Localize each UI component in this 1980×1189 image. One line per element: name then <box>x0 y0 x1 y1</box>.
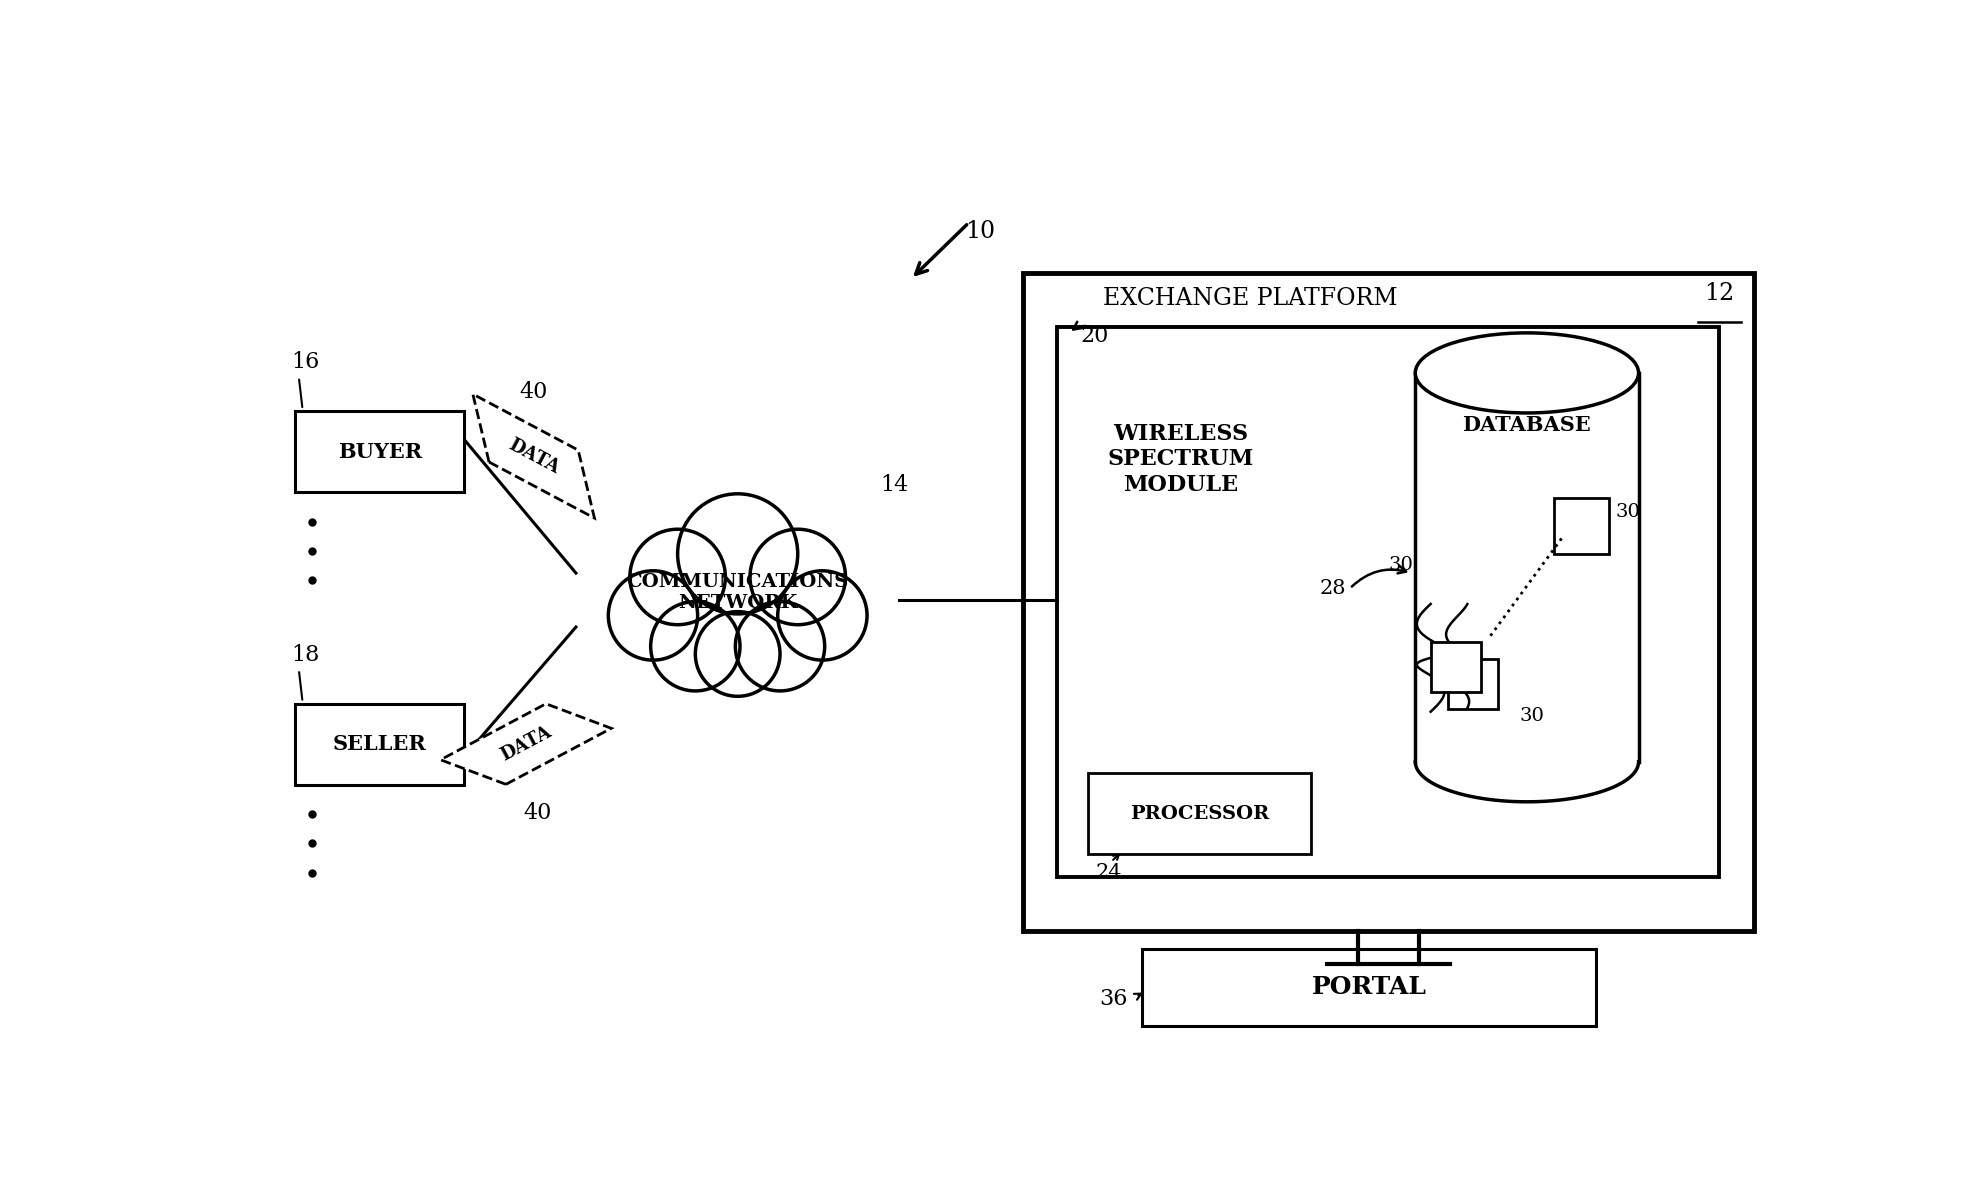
Circle shape <box>778 571 867 660</box>
Text: 20: 20 <box>1079 325 1109 347</box>
Circle shape <box>608 571 697 660</box>
Text: 18: 18 <box>291 643 319 666</box>
Text: PROCESSOR: PROCESSOR <box>1129 805 1269 823</box>
Text: 28: 28 <box>1319 579 1344 598</box>
Circle shape <box>677 493 798 614</box>
Bar <box>1057 327 1719 877</box>
Text: 30: 30 <box>1614 503 1639 521</box>
Text: EXCHANGE PLATFORM: EXCHANGE PLATFORM <box>1103 287 1398 309</box>
Text: DATA: DATA <box>497 723 554 765</box>
Polygon shape <box>440 704 612 785</box>
Circle shape <box>735 602 824 691</box>
Text: 16: 16 <box>291 351 319 373</box>
Text: SELLER: SELLER <box>333 735 426 755</box>
Text: 14: 14 <box>879 473 909 496</box>
Text: 12: 12 <box>1703 282 1734 306</box>
Bar <box>295 704 463 785</box>
Circle shape <box>630 529 725 624</box>
Circle shape <box>695 611 780 697</box>
Text: BUYER: BUYER <box>337 442 422 461</box>
Ellipse shape <box>1414 333 1637 413</box>
Bar <box>1552 498 1608 554</box>
Text: 40: 40 <box>519 382 548 403</box>
Bar <box>1087 773 1311 854</box>
Text: PORTAL: PORTAL <box>1311 975 1426 1000</box>
Text: WIRELESS
SPECTRUM
MODULE: WIRELESS SPECTRUM MODULE <box>1107 423 1253 496</box>
Text: DATABASE: DATABASE <box>1461 415 1590 435</box>
Bar <box>1140 949 1596 1026</box>
Bar <box>1447 660 1497 710</box>
Bar <box>1022 272 1752 931</box>
Polygon shape <box>1414 373 1637 762</box>
Text: 40: 40 <box>523 803 550 824</box>
Text: 30: 30 <box>1388 556 1414 574</box>
Polygon shape <box>473 394 594 518</box>
Text: COMMUNICATIONS
NETWORK: COMMUNICATIONS NETWORK <box>626 573 847 612</box>
Text: DATA: DATA <box>505 435 562 477</box>
Circle shape <box>750 529 845 624</box>
Text: 36: 36 <box>1099 988 1127 1009</box>
Bar <box>1430 642 1479 692</box>
Bar <box>295 411 463 492</box>
Text: 10: 10 <box>964 220 994 244</box>
Circle shape <box>649 602 741 691</box>
Text: 24: 24 <box>1095 863 1121 882</box>
Text: 30: 30 <box>1519 706 1542 724</box>
